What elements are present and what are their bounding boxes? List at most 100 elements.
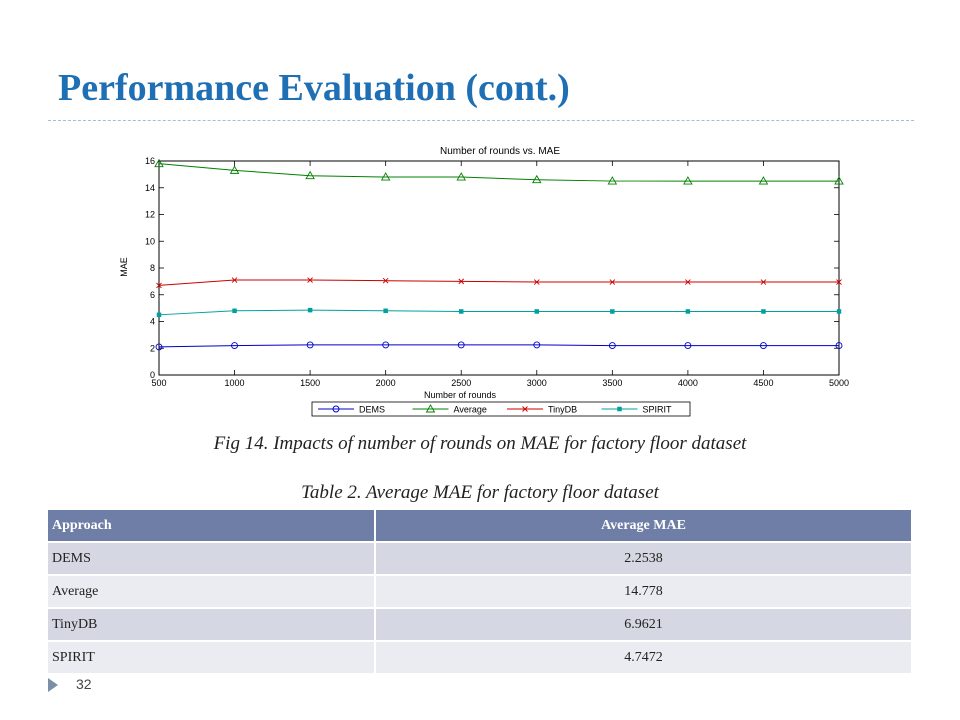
data-point bbox=[607, 176, 618, 185]
legend-item: DEMS bbox=[318, 405, 385, 415]
y-axis-label: MAE bbox=[119, 257, 129, 277]
legend-label: DEMS bbox=[359, 405, 385, 415]
data-point bbox=[231, 277, 238, 283]
plot-frame bbox=[158, 160, 840, 376]
data-point bbox=[761, 309, 766, 314]
bullet-arrow-icon bbox=[48, 678, 58, 692]
data-point bbox=[683, 176, 693, 185]
header-average-mae: Average MAE bbox=[375, 510, 913, 542]
data-point bbox=[458, 278, 465, 285]
figure-caption: Fig 14. Impacts of number of rounds on M… bbox=[213, 433, 747, 454]
legend-marker bbox=[522, 406, 528, 412]
x-tick-label: 4500 bbox=[753, 378, 773, 388]
slide-title: Performance Evaluation (cont.) bbox=[58, 67, 570, 109]
series-line bbox=[158, 163, 839, 182]
data-point bbox=[534, 309, 540, 314]
data-point bbox=[685, 309, 691, 314]
data-point bbox=[835, 342, 843, 350]
data-point bbox=[532, 174, 542, 184]
series-spirit bbox=[156, 307, 842, 318]
data-point bbox=[760, 279, 767, 285]
data-point bbox=[609, 279, 616, 285]
y-tick-label: 0 bbox=[150, 370, 155, 380]
data-point bbox=[232, 308, 237, 314]
plot-area bbox=[158, 160, 840, 376]
data-point bbox=[457, 341, 465, 349]
cell-approach: Average bbox=[48, 574, 376, 608]
data-point bbox=[456, 172, 466, 181]
chart-legend: DEMS Average TinyDB SPIRIT bbox=[311, 401, 691, 417]
y-tick-label: 16 bbox=[145, 156, 155, 166]
data-point bbox=[382, 341, 390, 349]
y-tick-label: 8 bbox=[150, 263, 155, 273]
cell-average-mae: 14.778 bbox=[375, 574, 913, 608]
data-point bbox=[306, 341, 314, 349]
data-point bbox=[458, 309, 464, 314]
cell-average-mae: 2.2538 bbox=[375, 541, 913, 575]
header-approach: Approach bbox=[48, 510, 376, 542]
cell-average-mae: 6.9621 bbox=[375, 607, 913, 641]
series-dems bbox=[155, 341, 843, 351]
table-row: DEMS 2.2538 bbox=[48, 541, 913, 575]
cell-approach: TinyDB bbox=[48, 607, 376, 641]
data-point bbox=[383, 308, 388, 314]
mae-line-chart: Number of rounds vs. MAE 0 2 4 6 8 10 12 14 16 5… bbox=[119, 146, 849, 417]
data-point bbox=[834, 176, 844, 185]
data-point bbox=[305, 170, 315, 180]
data-point bbox=[533, 341, 541, 349]
data-point bbox=[156, 312, 162, 318]
y-axis: 0 2 4 6 8 10 12 14 16 bbox=[145, 156, 839, 380]
series-average bbox=[154, 158, 844, 185]
cell-approach: DEMS bbox=[48, 541, 376, 575]
table-row: SPIRIT 4.7472 bbox=[48, 640, 913, 673]
data-point bbox=[231, 342, 239, 350]
cell-approach: SPIRIT bbox=[48, 640, 376, 673]
data-point bbox=[758, 176, 769, 185]
x-axis: 500 1000 1500 2000 2500 3000 3500 4000 4500 5000 bbox=[151, 161, 849, 388]
corner-mark bbox=[890, 0, 960, 52]
legend-item: Average bbox=[412, 404, 487, 415]
table-row: Average 14.778 bbox=[48, 574, 913, 608]
y-tick-label: 14 bbox=[145, 183, 155, 193]
data-point bbox=[533, 279, 540, 285]
legend-item: SPIRIT bbox=[601, 405, 673, 415]
data-point bbox=[836, 309, 842, 314]
legend-label: SPIRIT bbox=[643, 405, 673, 415]
legend-label: TinyDB bbox=[548, 405, 577, 415]
x-tick-label: 5000 bbox=[829, 378, 849, 388]
series-line bbox=[158, 344, 839, 348]
data-point bbox=[685, 279, 691, 285]
series-line bbox=[158, 279, 839, 286]
title-divider bbox=[48, 120, 914, 121]
data-point bbox=[229, 165, 240, 174]
x-tick-label: 2000 bbox=[376, 378, 396, 388]
legend-label: Average bbox=[454, 405, 487, 415]
x-tick-label: 1000 bbox=[225, 378, 245, 388]
legend-marker bbox=[332, 405, 340, 413]
x-axis-label: Number of rounds bbox=[424, 390, 497, 400]
series-layer bbox=[154, 158, 844, 351]
data-point bbox=[155, 343, 163, 351]
x-tick-label: 4000 bbox=[678, 378, 698, 388]
x-tick-label: 1500 bbox=[300, 378, 320, 388]
data-point bbox=[154, 158, 164, 168]
cell-average-mae: 4.7472 bbox=[375, 640, 913, 673]
data-point bbox=[156, 282, 162, 289]
data-point bbox=[307, 277, 313, 283]
mae-table: Approach Average MAE DEMS 2.2538 Average… bbox=[48, 510, 913, 673]
data-point bbox=[382, 277, 389, 284]
data-point bbox=[608, 342, 616, 350]
data-point bbox=[380, 172, 391, 181]
data-point bbox=[610, 309, 615, 314]
y-tick-label: 4 bbox=[150, 317, 155, 327]
table-header-row: Approach Average MAE bbox=[48, 510, 913, 542]
chart-title: Number of rounds vs. MAE bbox=[440, 146, 560, 157]
legend-box bbox=[311, 401, 691, 417]
series-line bbox=[158, 309, 839, 316]
legend-marker bbox=[617, 406, 622, 412]
data-point bbox=[836, 279, 842, 285]
x-tick-label: 3500 bbox=[602, 378, 622, 388]
data-point bbox=[759, 342, 767, 350]
y-tick-label: 10 bbox=[145, 236, 155, 246]
legend-item: TinyDB bbox=[507, 405, 577, 415]
